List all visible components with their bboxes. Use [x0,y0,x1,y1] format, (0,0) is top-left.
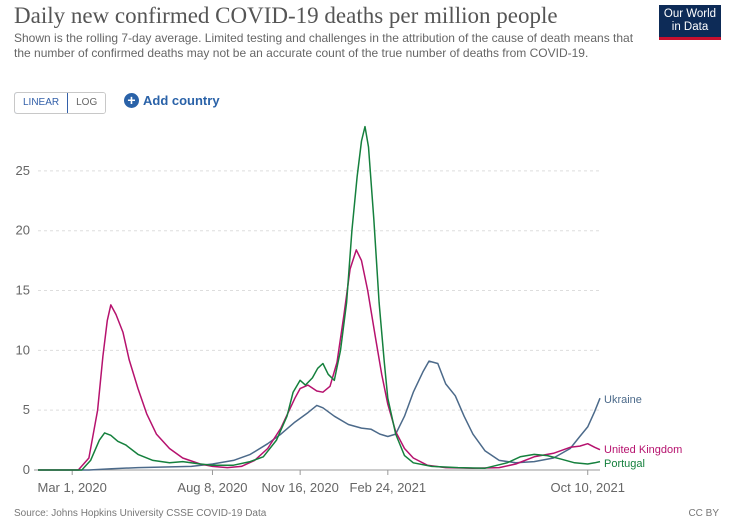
x-tick-label: Feb 24, 2021 [350,480,427,495]
add-country-button[interactable]: + Add country [124,93,220,108]
y-tick-label: 25 [16,163,30,178]
add-country-label: Add country [143,93,220,108]
x-tick-label: Aug 8, 2020 [177,480,247,495]
y-tick-label: 15 [16,283,30,298]
logo-line-2: in Data [671,21,709,33]
legend-label-united-kingdom: United Kingdom [604,444,682,456]
y-tick-label: 0 [23,462,30,477]
series-line-united-kingdom [38,249,601,471]
owid-logo[interactable]: Our World in Data [659,5,721,40]
y-tick-label: 5 [23,402,30,417]
legend-label-portugal: Portugal [604,458,645,470]
x-tick-label: Nov 16, 2020 [261,480,338,495]
chart-subtitle: Shown is the rolling 7-day average. Limi… [14,31,634,60]
linear-scale-button[interactable]: LINEAR [15,93,69,113]
license-note[interactable]: CC BY [688,508,719,519]
x-tick-label: Mar 1, 2020 [38,480,107,495]
log-scale-button[interactable]: LOG [68,93,106,113]
x-tick-label: Oct 10, 2021 [550,480,624,495]
plus-circle-icon: + [124,93,139,108]
series-line-ukraine [38,360,601,471]
legend-label-ukraine: Ukraine [604,394,642,406]
chart-title: Daily new confirmed COVID-19 deaths per … [14,3,558,28]
source-note[interactable]: Source: Johns Hopkins University CSSE CO… [14,508,267,519]
logo-line-1: Our World [663,8,717,20]
scale-toggle: LINEAR LOG [14,92,107,114]
y-tick-label: 10 [16,342,30,357]
series-line-portugal [38,125,601,471]
y-tick-label: 20 [16,223,30,238]
